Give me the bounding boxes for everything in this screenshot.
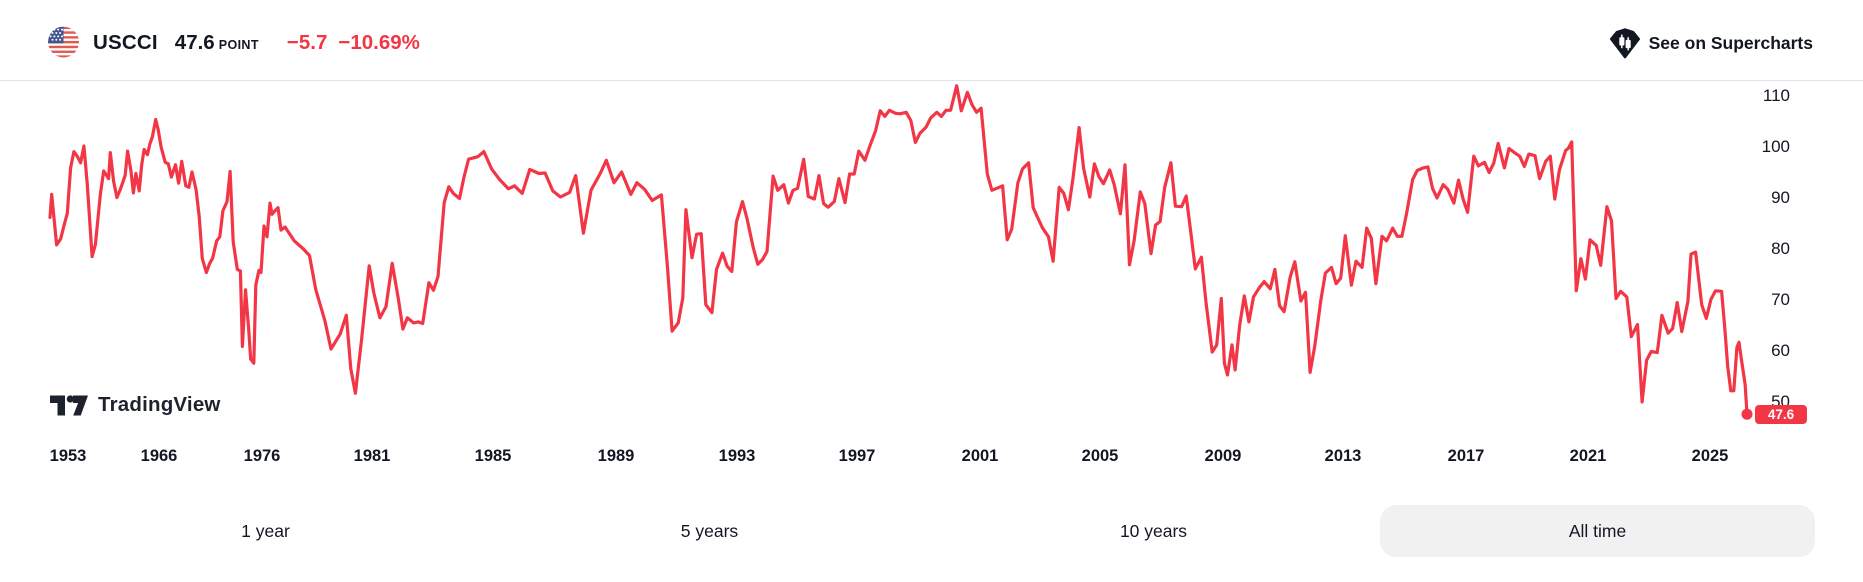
x-axis-year-label: 1953: [49, 447, 87, 465]
price-line-chart[interactable]: [0, 81, 1863, 461]
y-axis-tick-label: 80: [1771, 239, 1790, 258]
x-axis-year-label: 2001: [961, 447, 999, 465]
x-axis-year-label: 2025: [1691, 447, 1729, 465]
x-axis-year-label: 2017: [1447, 447, 1485, 465]
y-axis-tick-label: 70: [1771, 290, 1790, 309]
range-button-all-time[interactable]: All time: [1380, 505, 1815, 557]
x-axis-year-label: 2009: [1204, 447, 1242, 465]
range-button-10-years[interactable]: 10 years: [936, 505, 1371, 557]
price-change: −5.7: [286, 31, 328, 54]
see-on-supercharts-label: See on Supercharts: [1648, 32, 1813, 53]
range-button-5-years[interactable]: 5 years: [492, 505, 927, 557]
range-selector: 1 year 5 years 10 years All time: [48, 505, 1815, 557]
widget-header: USCCI 47.6 POINT −5.7 −10.69% See on Sup…: [0, 0, 1863, 80]
price-unit: POINT: [218, 38, 259, 52]
x-axis-year-label: 2013: [1324, 447, 1362, 465]
last-price-dot: [1741, 408, 1753, 420]
range-button-1-year[interactable]: 1 year: [48, 505, 483, 557]
chart-area[interactable]: 110 100 90 80 70 60 50 1953 1966 1976 1981 1985 198…: [0, 80, 1863, 465]
us-flag-icon: [48, 26, 79, 58]
y-axis: 110 100 90 80 70 60 50: [1730, 81, 1790, 461]
y-axis-tick-label: 100: [1761, 137, 1790, 156]
y-axis-tick-label: 110: [1762, 86, 1790, 105]
x-axis-year-label: 1993: [718, 447, 756, 465]
tradingview-watermark[interactable]: TradingView: [50, 393, 221, 417]
y-axis-tick-label: 90: [1771, 188, 1790, 207]
x-axis-year-label: 1966: [140, 447, 178, 465]
symbol-info: USCCI 47.6 POINT −5.7 −10.69%: [48, 26, 420, 58]
last-price: 47.6: [174, 31, 215, 54]
see-on-supercharts-link[interactable]: See on Supercharts: [1609, 27, 1813, 59]
tradingview-watermark-label: TradingView: [98, 393, 221, 416]
x-axis-year-label: 2021: [1569, 447, 1607, 465]
last-price-badge: 47.6: [1755, 404, 1807, 424]
y-axis-tick-label: 60: [1771, 341, 1790, 360]
x-axis-year-label: 1989: [597, 447, 635, 465]
x-axis-year-label: 1985: [474, 447, 512, 465]
supercharts-logo-icon: [1609, 27, 1640, 59]
price-change-percent: −10.69%: [338, 31, 420, 54]
tradingview-logo-icon: [50, 394, 88, 417]
symbol-name: USCCI: [93, 31, 158, 54]
x-axis-year-label: 2005: [1081, 447, 1119, 465]
x-axis-year-label: 1976: [243, 447, 281, 465]
x-axis-year-label: 1981: [353, 447, 391, 465]
price-line: [48, 84, 1749, 416]
x-axis-year-label: 1997: [838, 447, 876, 465]
